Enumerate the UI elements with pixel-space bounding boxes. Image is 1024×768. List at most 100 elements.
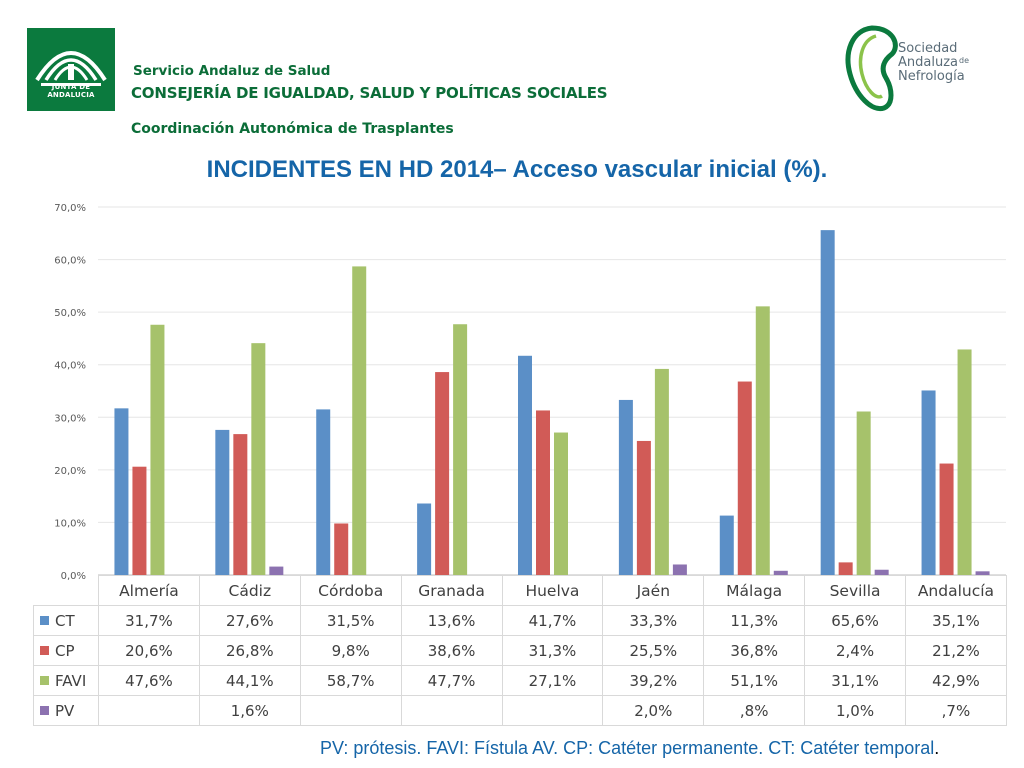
table-row-cp: CP 20,6% 26,8% 9,8% 38,6% 31,3% 25,5% 36,8% 2,4%…	[33, 635, 1007, 666]
data-label: 26,8%	[198, 635, 301, 666]
bar-cp	[435, 372, 450, 575]
y-axis-ticks: 0,0%10,0%20,0%30,0%40,0%50,0%60,0%70,0%	[54, 203, 86, 582]
category-label: Andalucía	[905, 575, 1007, 606]
bar-cp	[132, 466, 147, 575]
data-label: 41,7%	[501, 605, 604, 636]
series-name: CT	[55, 611, 75, 630]
data-label: 9,8%	[299, 635, 402, 666]
bar-ct	[719, 515, 734, 575]
y-tick-label: 50,0%	[54, 308, 86, 319]
bar-favi	[856, 411, 871, 575]
data-label: 51,1%	[703, 665, 806, 696]
series-legend-cell: CT	[33, 605, 99, 636]
data-label: ,7%	[905, 695, 1007, 726]
data-label: 44,1%	[198, 665, 301, 696]
data-label: 38,6%	[400, 635, 503, 666]
series-name: FAVI	[55, 671, 87, 690]
bar-cp	[737, 381, 752, 575]
data-label: 13,6%	[400, 605, 503, 636]
series-legend-cell: CP	[33, 635, 99, 666]
bar-cp	[838, 562, 853, 575]
data-label: 11,3%	[703, 605, 806, 636]
table-row-pv: PV 1,6% 2,0% ,8% 1,0% ,7%	[33, 695, 1007, 726]
category-label: Huelva	[501, 575, 604, 606]
data-label: 31,1%	[804, 665, 906, 696]
legend-key	[40, 615, 49, 625]
data-label: 33,3%	[602, 605, 705, 636]
bar-favi	[554, 432, 568, 575]
bar-pv	[975, 571, 990, 575]
bar-cp	[233, 434, 248, 575]
series-legend-cell: PV	[33, 695, 99, 726]
table-row-favi: FAVI 47,6% 44,1% 58,7% 47,7% 27,1% 39,2% 51,1% 3…	[33, 665, 1007, 696]
bar-ct	[215, 429, 230, 575]
data-label: 2,4%	[804, 635, 906, 666]
y-tick-label: 20,0%	[54, 466, 86, 477]
data-label: 25,5%	[602, 635, 705, 666]
series-legend-cell: FAVI	[33, 665, 99, 696]
data-label: ,8%	[703, 695, 806, 726]
bar-ct	[820, 230, 835, 576]
data-label: 1,6%	[198, 695, 301, 726]
bar-ct	[921, 390, 936, 575]
data-label	[501, 695, 604, 726]
bar-cp	[939, 463, 954, 575]
bar-ct	[618, 399, 633, 575]
bar-favi	[755, 306, 770, 575]
bar-cp	[636, 440, 651, 575]
header-consejeria: CONSEJERÍA DE IGUALDAD, SALUD Y POLÍTICA…	[131, 84, 608, 102]
data-label	[400, 695, 503, 726]
category-label: Granada	[400, 575, 503, 606]
data-label: 31,5%	[299, 605, 402, 636]
legend-key	[40, 645, 49, 655]
table-corner	[33, 575, 99, 606]
data-table: Almería Cádiz Córdoba Granada Huelva Jaén Mála…	[33, 575, 1007, 726]
data-label: 58,7%	[299, 665, 402, 696]
junta-logo-text: JUNTA DE ANDALUCIA	[47, 83, 95, 99]
bar-pv	[269, 566, 284, 575]
bar-pv	[874, 569, 889, 575]
bar-favi	[957, 349, 972, 575]
data-label: 1,0%	[804, 695, 906, 726]
bar-pv	[672, 564, 687, 575]
sen-logo-line2-small: de	[959, 56, 969, 65]
data-label: 35,1%	[905, 605, 1007, 636]
bar-favi	[654, 368, 669, 575]
category-label: Cádiz	[198, 575, 301, 606]
table-row-ct: CT 31,7% 27,6% 31,5% 13,6% 41,7% 33,3% 11,3% 65,…	[33, 605, 1007, 636]
category-label: Sevilla	[804, 575, 906, 606]
bar-favi	[251, 343, 266, 575]
legend-key	[40, 705, 49, 715]
data-label: 39,2%	[602, 665, 705, 696]
y-tick-label: 30,0%	[54, 413, 86, 424]
table-header-row: Almería Cádiz Córdoba Granada Huelva Jaén Mála…	[33, 575, 1007, 606]
chart-title: INCIDENTES EN HD 2014– Acceso vascular i…	[206, 156, 828, 183]
sen-logo-line1: Sociedad	[898, 41, 958, 56]
series-name: CP	[55, 641, 75, 660]
series-name: PV	[55, 701, 75, 720]
data-label: 21,2%	[905, 635, 1007, 666]
sen-logo-line3: Nefrología	[898, 69, 965, 84]
bar-ct	[114, 408, 129, 575]
footnote: PV: prótesis. FAVI: Fístula AV. CP: Caté…	[320, 738, 940, 758]
bar-ct	[417, 503, 432, 575]
data-label: 47,6%	[98, 665, 200, 696]
category-label: Córdoba	[299, 575, 402, 606]
bar-pv	[773, 570, 788, 575]
data-label: 36,8%	[703, 635, 806, 666]
header-sas: Servicio Andaluz de Salud	[133, 63, 331, 79]
bar-favi	[453, 324, 468, 575]
legend-key	[40, 675, 49, 685]
data-label: 31,3%	[501, 635, 604, 666]
data-label: 31,7%	[98, 605, 200, 636]
bar-favi	[352, 266, 367, 575]
category-label: Almería	[98, 575, 200, 606]
data-label	[98, 695, 200, 726]
y-tick-label: 60,0%	[54, 256, 86, 267]
bar-cp	[536, 410, 550, 575]
data-label: 27,6%	[198, 605, 301, 636]
bar-ct	[518, 355, 532, 575]
header-coordinacion: Coordinación Autonómica de Trasplantes	[131, 121, 454, 137]
category-label: Jaén	[602, 575, 705, 606]
sen-logo-line2: Andaluzade	[898, 55, 969, 70]
